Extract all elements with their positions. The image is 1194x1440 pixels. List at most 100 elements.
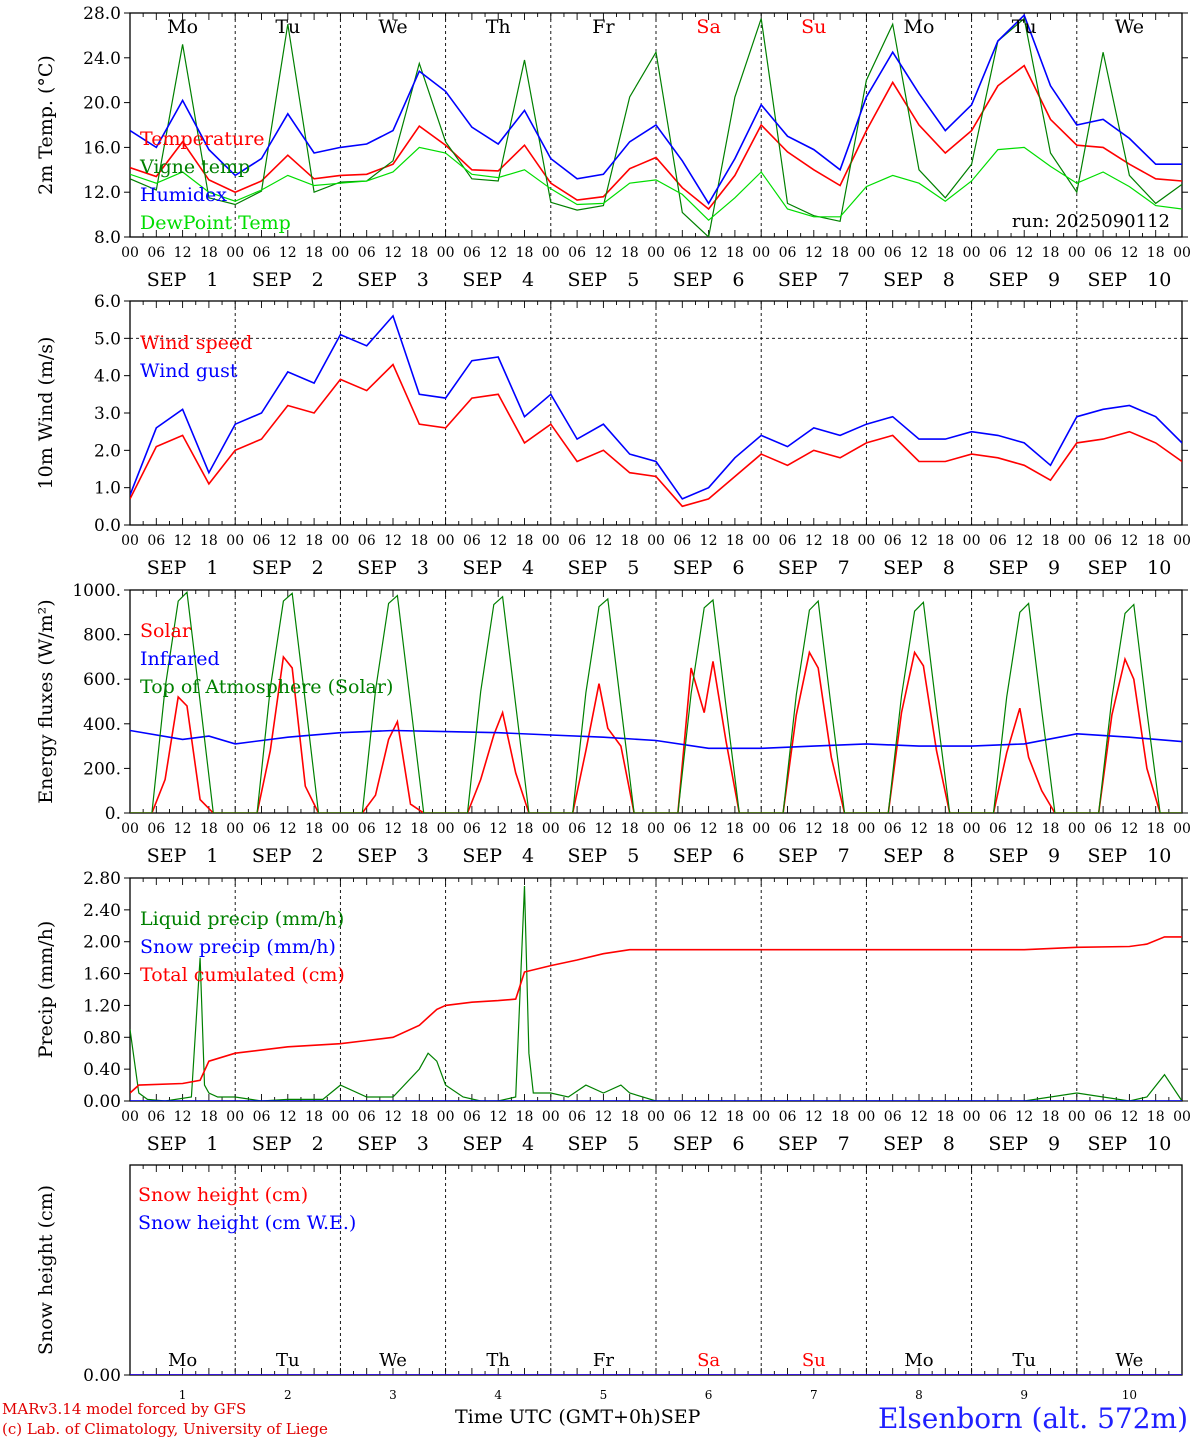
legend-entry: DewPoint Temp — [140, 212, 291, 234]
x-hour-label: 00 — [1068, 821, 1086, 837]
y-tick-label: 600. — [83, 670, 121, 690]
x-hour-label: 06 — [147, 821, 165, 837]
x-date-label: SEP 9 — [988, 557, 1060, 579]
x-hour-label: 00 — [331, 1109, 349, 1125]
y-tick-label: 28.0 — [83, 4, 121, 24]
x-hour-label: 12 — [910, 245, 928, 261]
x-hour-label: 06 — [568, 1109, 586, 1125]
x-hour-label: 00 — [857, 533, 875, 549]
x-hour-label: 00 — [752, 1109, 770, 1125]
x-hour-label: 12 — [594, 1109, 612, 1125]
x-hour-label: 18 — [305, 533, 323, 549]
x-hour-label: 00 — [857, 821, 875, 837]
x-hour-label: 06 — [989, 533, 1007, 549]
x-hour-label: 06 — [989, 1109, 1007, 1125]
legend-entry: Humidex — [140, 184, 227, 206]
x-hour-label: 00 — [542, 1109, 560, 1125]
x-hour-label: 00 — [542, 533, 560, 549]
y-tick-label: 0. — [105, 804, 121, 824]
x-date-label: SEP 4 — [462, 557, 534, 579]
x-hour-label: 00 — [963, 245, 981, 261]
x-hour-label: 18 — [621, 533, 639, 549]
panel-2: 0.0 1.0 2.0 3.0 4.0 5.0 6.0 00 06 12 18 SEP 1 00 06 12 1… — [35, 292, 1191, 579]
x-hour-label: 00 — [752, 821, 770, 837]
x-hour-label: 12 — [594, 533, 612, 549]
y-tick-label: 6.0 — [94, 292, 121, 312]
x-hour-label: 18 — [936, 245, 954, 261]
x-hour-label: 18 — [1147, 533, 1165, 549]
x-hour-label: 12 — [1015, 1109, 1033, 1125]
x-hour-label: 06 — [673, 245, 691, 261]
x-date-label: SEP 6 — [673, 1133, 745, 1155]
panel-4: 0.00 0.40 0.80 1.20 1.60 2.00 2.40 2.80 00 06 12 18… — [35, 869, 1191, 1155]
y-tick-label: 2.00 — [83, 933, 121, 953]
x-hour-label: 12 — [279, 821, 297, 837]
lab-credit: (c) Lab. of Climatology, University of L… — [2, 1420, 328, 1438]
x-date-label: SEP 5 — [568, 557, 640, 579]
x-hour-label: 00 — [857, 1109, 875, 1125]
x-date-label: SEP 1 — [147, 845, 219, 867]
y-axis-title: 2m Temp. (°C) — [35, 55, 57, 195]
x-hour-label: 12 — [1120, 1109, 1138, 1125]
x-hour-label: 12 — [805, 1109, 823, 1125]
x-hour-label: 12 — [910, 821, 928, 837]
x-hour-label: 06 — [884, 1109, 902, 1125]
x-hour-label: 06 — [779, 821, 797, 837]
series-line-3 — [130, 13, 1182, 205]
series-line-2 — [130, 729, 1182, 750]
x-hour-label: 00 — [1173, 533, 1191, 549]
x-date-label: SEP 8 — [883, 269, 955, 291]
day-number: 3 — [389, 1388, 397, 1402]
x-hour-label: 06 — [884, 821, 902, 837]
x-hour-label: 00 — [226, 1109, 244, 1125]
x-hour-label: 00 — [331, 533, 349, 549]
x-hour-label: 12 — [1120, 533, 1138, 549]
x-hour-label: 06 — [568, 533, 586, 549]
x-hour-label: 18 — [1147, 1109, 1165, 1125]
y-tick-label: 1000. — [72, 581, 121, 601]
run-label: run: 2025090112 — [1012, 211, 1170, 232]
x-hour-label: 06 — [1094, 821, 1112, 837]
plot-frame — [129, 300, 1183, 526]
x-date-label: SEP 6 — [673, 845, 745, 867]
day-name: We — [379, 1350, 407, 1371]
day-number: 5 — [600, 1388, 608, 1402]
x-hour-label: 18 — [516, 821, 534, 837]
day-name: Th — [486, 1350, 510, 1371]
x-hour-label: 06 — [673, 821, 691, 837]
day-name: Sa — [697, 1350, 720, 1371]
x-date-label: SEP 9 — [988, 845, 1060, 867]
x-date-label: SEP 2 — [252, 269, 324, 291]
x-date-label: SEP 8 — [883, 1133, 955, 1155]
series-line-1 — [130, 64, 1182, 211]
x-hour-label: 00 — [1068, 245, 1086, 261]
x-hour-label: 12 — [384, 533, 402, 549]
x-hour-label: 12 — [174, 245, 192, 261]
series-line-4 — [130, 146, 1182, 222]
x-hour-label: 18 — [200, 245, 218, 261]
x-hour-label: 18 — [726, 821, 744, 837]
x-hour-label: 18 — [831, 533, 849, 549]
series-line-2 — [130, 17, 1182, 237]
x-date-label: SEP 2 — [252, 845, 324, 867]
day-name: Tu — [275, 16, 300, 38]
y-tick-label: 200. — [83, 759, 121, 779]
x-hour-label: 18 — [200, 533, 218, 549]
x-hour-label: 06 — [463, 245, 481, 261]
x-hour-label: 18 — [410, 533, 428, 549]
day-name: Sa — [696, 16, 720, 38]
x-hour-label: 00 — [963, 821, 981, 837]
x-hour-label: 12 — [1120, 245, 1138, 261]
x-hour-label: 18 — [516, 1109, 534, 1125]
x-date-label: SEP 5 — [568, 269, 640, 291]
x-hour-label: 12 — [594, 245, 612, 261]
y-tick-label: 2.80 — [83, 869, 121, 889]
x-hour-label: 18 — [936, 1109, 954, 1125]
x-hour-label: 06 — [463, 1109, 481, 1125]
x-hour-label: 12 — [279, 245, 297, 261]
x-hour-label: 18 — [1147, 821, 1165, 837]
x-hour-label: 00 — [437, 533, 455, 549]
x-date-label: SEP 8 — [883, 557, 955, 579]
x-hour-label: 12 — [174, 1109, 192, 1125]
x-hour-label: 18 — [200, 1109, 218, 1125]
